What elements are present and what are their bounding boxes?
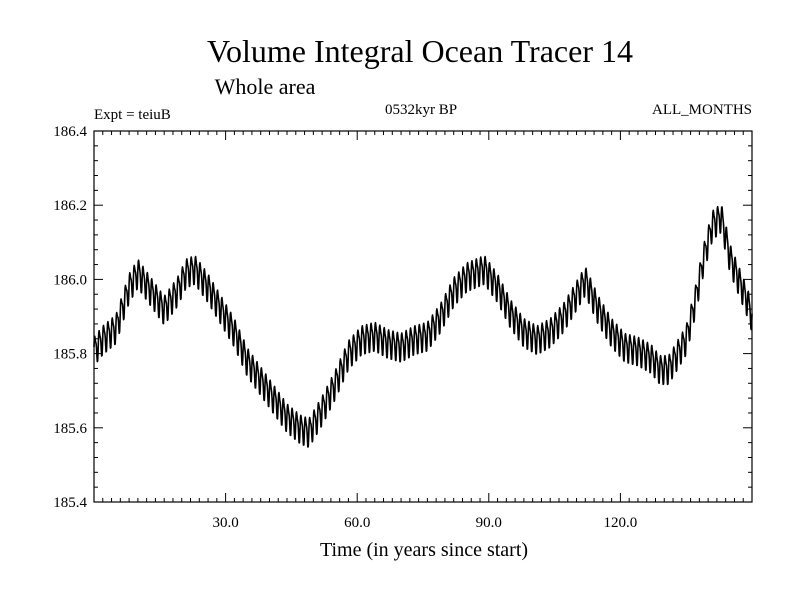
x-tick-label: 60.0 — [344, 515, 370, 531]
y-tick-label: 185.4 — [53, 495, 87, 511]
x-tick-label: 90.0 — [476, 515, 502, 531]
y-tick-label: 185.6 — [53, 421, 87, 437]
y-tick-label: 186.0 — [53, 272, 87, 288]
series-line — [93, 205, 753, 448]
y-tick-label: 186.4 — [53, 124, 87, 140]
axis-tick-labels: 30.0 60.0 90.0 120.0 185.4 185.6 185.8 186.0 186… — [53, 124, 637, 531]
x-tick-label: 120.0 — [604, 515, 638, 531]
months-label: ALL_MONTHS — [652, 102, 752, 118]
plot-frame — [93, 130, 753, 503]
period-label: 0532kyr BP — [385, 102, 457, 118]
x-tick-label: 30.0 — [212, 515, 238, 531]
experiment-label: Expt = teiuB — [94, 107, 171, 123]
chart-subtitle: Whole area — [215, 74, 316, 99]
chart-title: Volume Integral Ocean Tracer 14 — [207, 33, 633, 69]
axis-ticks — [93, 130, 753, 503]
y-tick-label: 185.8 — [53, 347, 87, 363]
x-axis-label: Time (in years since start) — [320, 539, 528, 561]
y-tick-label: 186.2 — [53, 198, 87, 214]
